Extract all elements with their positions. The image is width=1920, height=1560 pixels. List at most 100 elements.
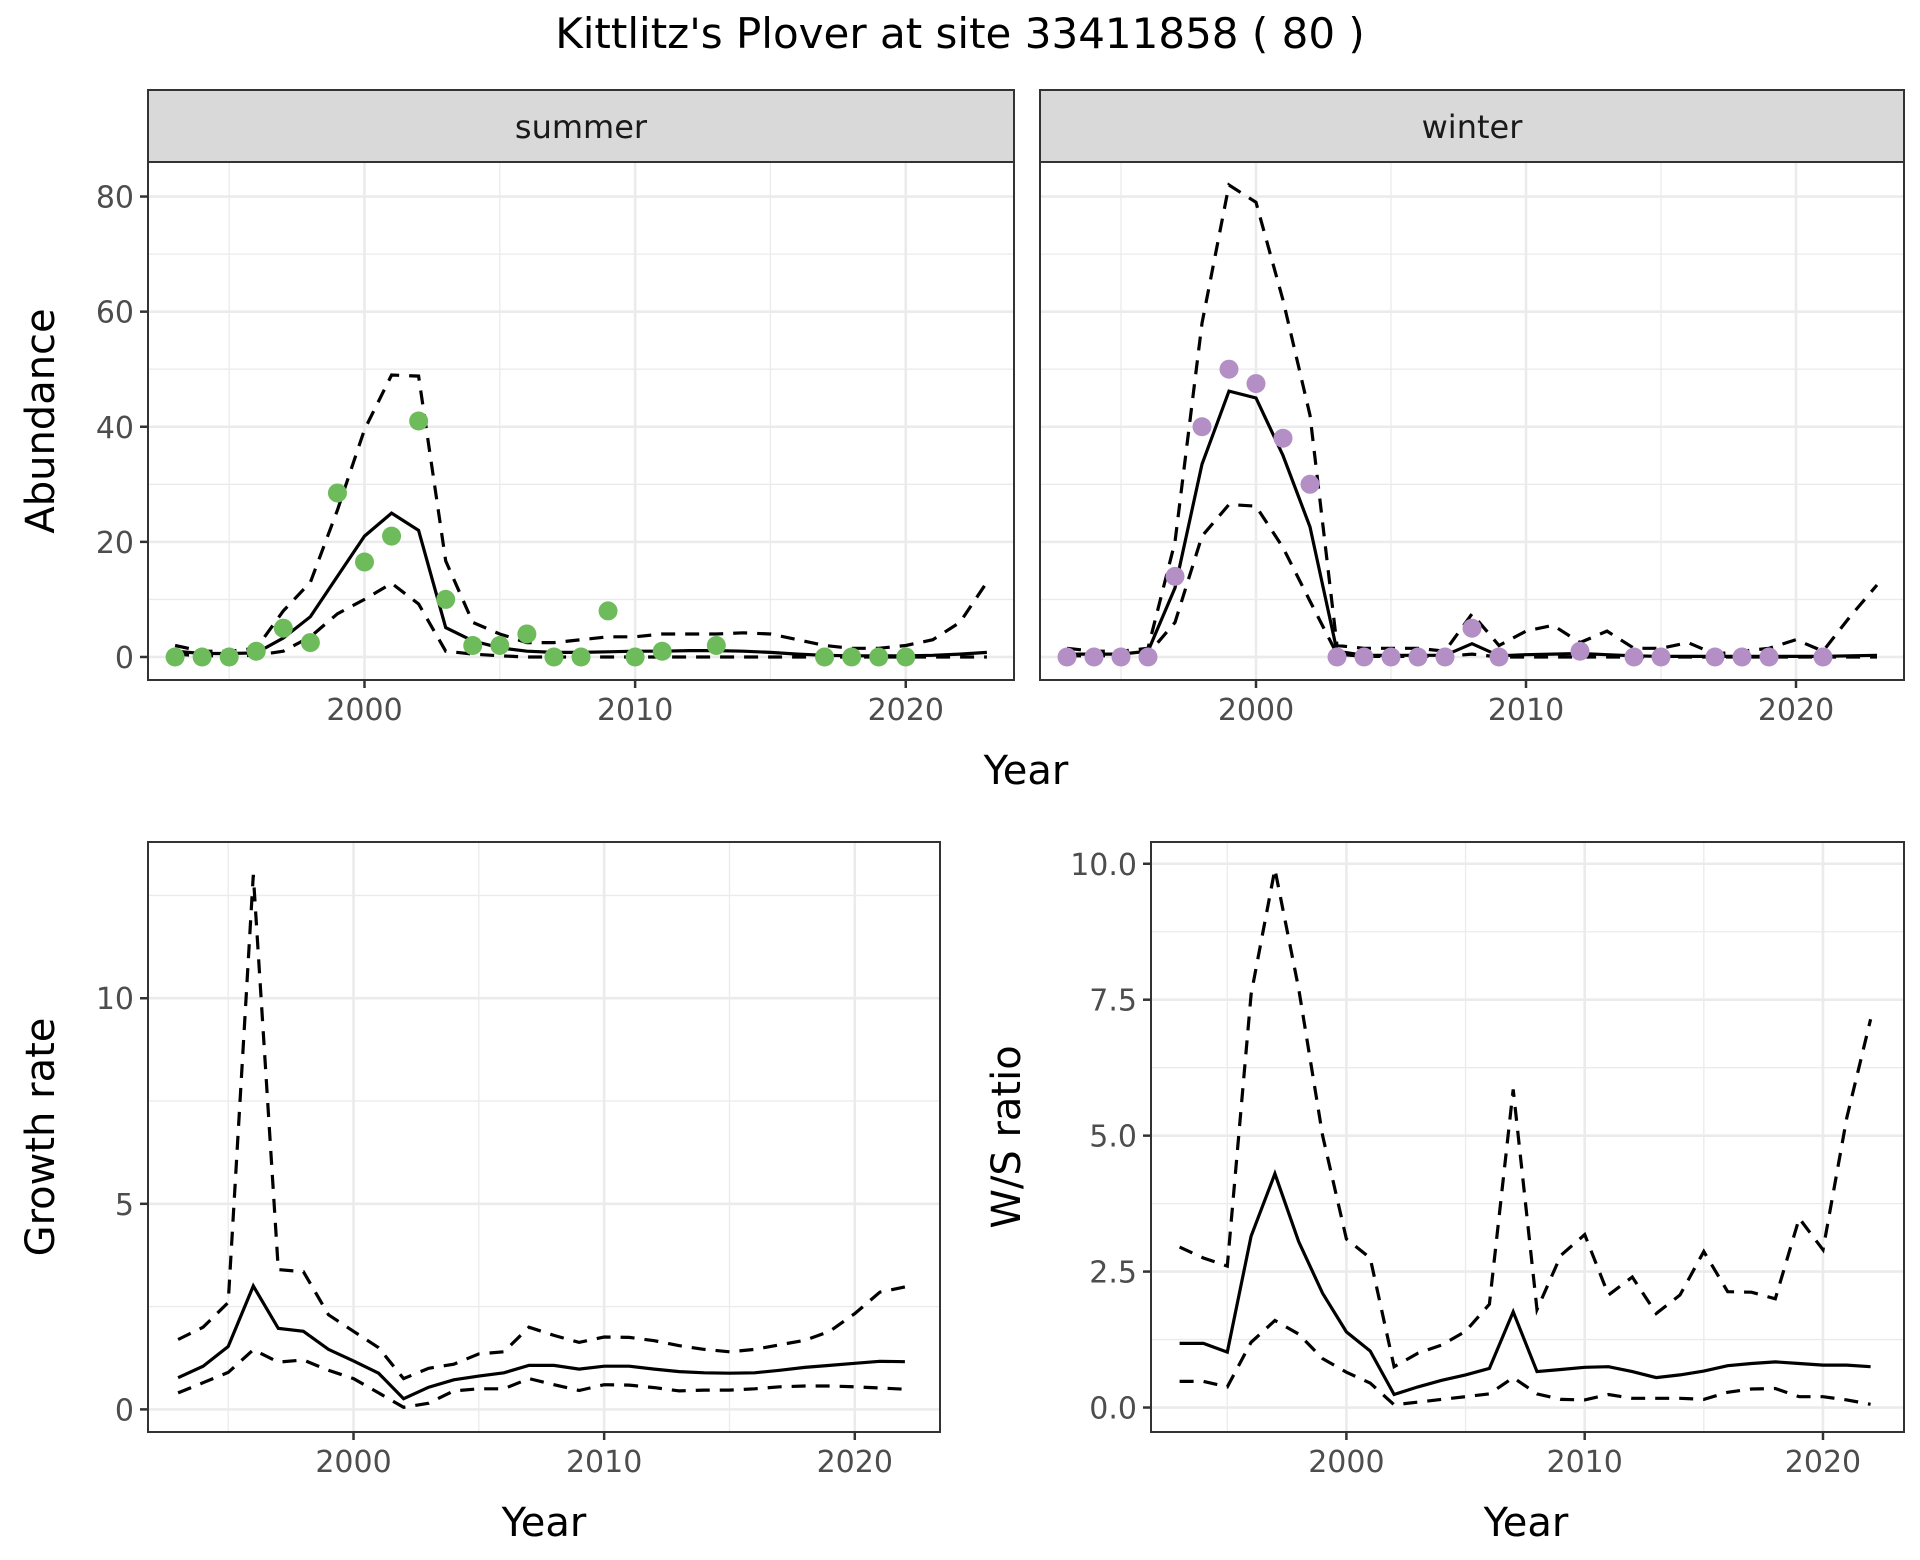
observed-point bbox=[1624, 647, 1644, 667]
observed-point bbox=[1354, 647, 1374, 667]
y-tick-label: 10 bbox=[96, 982, 134, 1017]
observed-point bbox=[165, 647, 185, 667]
y-tick-label: 5 bbox=[115, 1188, 134, 1223]
growth-rate-panel: 2000 2010 2020 0 5 10 bbox=[96, 841, 941, 1480]
observed-point bbox=[192, 647, 212, 667]
observed-point bbox=[1057, 647, 1077, 667]
x-tick-label: 2020 bbox=[1785, 1445, 1861, 1480]
y-tick-label: 5.0 bbox=[1089, 1120, 1137, 1155]
observed-point bbox=[409, 411, 429, 431]
strip-winter-label: winter bbox=[1422, 108, 1524, 146]
x-tick-label: 2020 bbox=[817, 1445, 893, 1480]
grid-winter bbox=[1040, 162, 1904, 680]
x-tick-label: 2010 bbox=[566, 1445, 642, 1480]
panel-growth-border bbox=[147, 841, 941, 1433]
observed-point bbox=[1705, 647, 1725, 667]
observed-point bbox=[382, 526, 402, 546]
lower-ci-line bbox=[1067, 502, 1877, 659]
yticks-growth: 0 5 10 bbox=[96, 982, 148, 1428]
ws-ratio-panel: 2000 2010 2020 0.0 2.5 5.0 7.5 10.0 bbox=[1070, 841, 1905, 1480]
y-tick-label: 7.5 bbox=[1089, 984, 1137, 1019]
y-tick-label: 0 bbox=[115, 1393, 134, 1428]
panel-summer-border bbox=[147, 161, 1015, 681]
observed-point bbox=[436, 589, 456, 609]
observed-point bbox=[1570, 641, 1590, 661]
observed-point bbox=[1300, 474, 1320, 494]
observed-point bbox=[1246, 374, 1266, 394]
xticks-winter: 2000 2010 2020 bbox=[1218, 680, 1834, 728]
xticks-growth: 2000 2010 2020 bbox=[315, 1432, 893, 1480]
observed-point bbox=[1084, 647, 1104, 667]
abundance-x-axis-title: Year bbox=[983, 748, 1069, 794]
observed-point bbox=[246, 641, 266, 661]
observed-point bbox=[896, 647, 916, 667]
observed-point bbox=[842, 647, 862, 667]
observed-point bbox=[355, 552, 374, 572]
abundance-y-axis-title: Abundance bbox=[18, 308, 64, 533]
y-tick-label: 80 bbox=[96, 181, 134, 216]
observed-point bbox=[490, 635, 510, 655]
x-tick-label: 2010 bbox=[1547, 1445, 1623, 1480]
observed-point bbox=[1489, 647, 1509, 667]
yticks-ws: 0.0 2.5 5.0 7.5 10.0 bbox=[1070, 848, 1151, 1427]
y-tick-label: 0.0 bbox=[1089, 1392, 1137, 1427]
points-winter bbox=[1057, 359, 1833, 667]
y-tick-label: 0 bbox=[115, 641, 134, 676]
lower-ci-line bbox=[177, 1347, 905, 1409]
mean-line bbox=[177, 1282, 905, 1401]
observed-point bbox=[1327, 647, 1347, 667]
growth-x-axis-title: Year bbox=[501, 1500, 587, 1546]
strip-summer-label: summer bbox=[515, 108, 648, 146]
observed-point bbox=[1408, 647, 1428, 667]
observed-point bbox=[706, 635, 726, 655]
observed-point bbox=[1273, 428, 1293, 448]
y-tick-label: 10.0 bbox=[1070, 848, 1137, 883]
upper-ci-line bbox=[1178, 868, 1873, 1370]
x-tick-label: 2000 bbox=[315, 1445, 391, 1480]
observed-point bbox=[1732, 647, 1752, 667]
observed-point bbox=[1138, 647, 1158, 667]
observed-point bbox=[517, 624, 537, 644]
y-tick-label: 2.5 bbox=[1089, 1256, 1137, 1291]
chart-title: Kittlitz's Plover at site 33411858 ( 80 … bbox=[555, 9, 1365, 58]
observed-point bbox=[652, 641, 672, 661]
panel-winter-border bbox=[1039, 161, 1905, 681]
xticks-summer: 2000 2010 2020 bbox=[326, 680, 944, 728]
points-summer bbox=[165, 411, 916, 667]
mean-line bbox=[1179, 1169, 1871, 1397]
observed-point bbox=[815, 647, 835, 667]
observed-point bbox=[544, 647, 564, 667]
panel-ws-border bbox=[1150, 841, 1905, 1433]
panel-ws-bg bbox=[1151, 842, 1904, 1432]
growth-y-axis-title: Growth rate bbox=[18, 1018, 64, 1257]
strip-summer-bg bbox=[147, 89, 1015, 163]
x-tick-label: 2020 bbox=[1758, 693, 1834, 728]
lower-ci-line bbox=[1179, 1318, 1871, 1407]
observed-point bbox=[1111, 647, 1131, 667]
x-tick-label: 2010 bbox=[1488, 693, 1564, 728]
yticks-summer: 0 20 40 60 80 bbox=[96, 181, 148, 676]
observed-point bbox=[598, 601, 618, 621]
observed-point bbox=[1192, 417, 1212, 437]
observed-point bbox=[1759, 647, 1779, 667]
observed-point bbox=[1381, 647, 1401, 667]
observed-point bbox=[1435, 647, 1455, 667]
y-tick-label: 20 bbox=[96, 526, 134, 561]
observed-point bbox=[625, 647, 645, 667]
facet-winter: winter 2000 2010 2020 bbox=[1039, 89, 1905, 728]
observed-point bbox=[571, 647, 591, 667]
observed-point bbox=[300, 633, 320, 653]
x-tick-label: 2020 bbox=[868, 693, 944, 728]
facet-summer: summer 2000 2010 2020 0 20 40 60 80 bbox=[96, 89, 1015, 728]
observed-point bbox=[1462, 618, 1482, 638]
x-tick-label: 2010 bbox=[597, 693, 673, 728]
lines-growth bbox=[177, 874, 906, 1409]
lines-ws bbox=[1178, 868, 1873, 1407]
xticks-ws: 2000 2010 2020 bbox=[1308, 1432, 1861, 1480]
observed-point bbox=[1651, 647, 1671, 667]
ws-x-axis-title: Year bbox=[1483, 1500, 1569, 1546]
observed-point bbox=[327, 483, 347, 503]
x-tick-label: 2000 bbox=[326, 693, 402, 728]
y-tick-label: 60 bbox=[96, 296, 134, 331]
